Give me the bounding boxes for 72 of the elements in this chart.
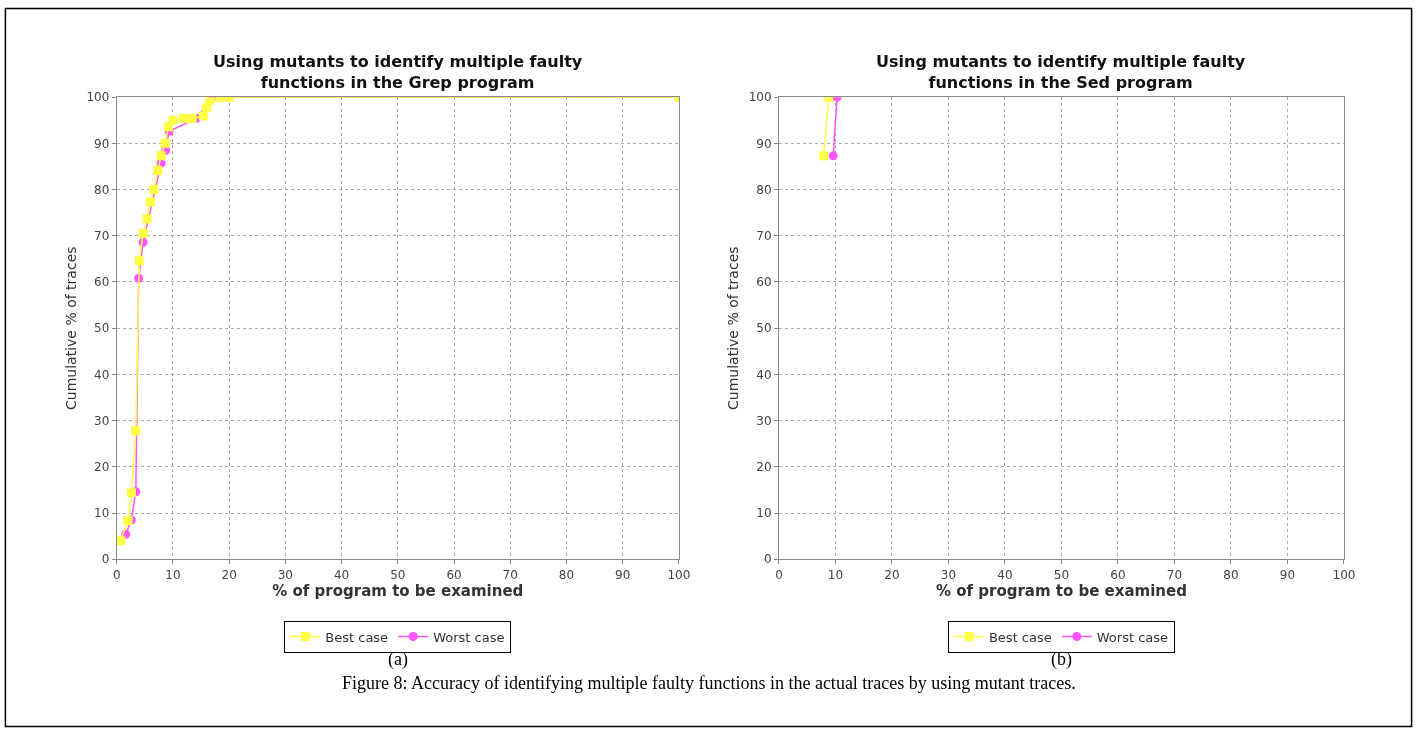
x-tick-label: 40 <box>997 567 1013 582</box>
point <box>126 488 136 498</box>
y-axis-title: Cumulative % of traces <box>63 246 80 410</box>
point <box>116 536 126 546</box>
x-tick-label: 70 <box>1166 567 1183 582</box>
x-tick-label: 0 <box>775 567 783 582</box>
y-tick-label: 70 <box>94 228 110 243</box>
point <box>156 151 166 161</box>
y-tick-label: 40 <box>756 367 772 382</box>
caption: Figure 8: Accuracy of identifying multiple faulty functions in the actual traces by using mutant traces. <box>342 673 1076 693</box>
text: (a) <box>388 649 408 670</box>
y-tick-label: 80 <box>94 182 110 197</box>
text: (b) <box>1051 649 1072 670</box>
point <box>153 166 163 176</box>
point <box>138 228 148 238</box>
x-tick-label: 40 <box>333 567 350 582</box>
y-tick-label: 50 <box>94 321 110 336</box>
point <box>134 256 144 266</box>
y-tick-label: 30 <box>756 413 772 428</box>
y-tick-label: 0 <box>101 552 110 567</box>
x-tick-label: 50 <box>390 567 406 582</box>
point <box>145 197 155 207</box>
x-tick-label: 80 <box>558 567 575 582</box>
x-tick-label: 10 <box>165 567 181 582</box>
point <box>187 113 197 123</box>
y-tick-label: 0 <box>763 552 772 567</box>
x-tick-label: 30 <box>277 567 294 582</box>
y-tick-label: 60 <box>756 275 772 290</box>
point <box>160 138 170 148</box>
y-tick-label: 90 <box>94 136 110 151</box>
x-tick-label: 50 <box>1053 567 1070 582</box>
point <box>149 185 159 195</box>
legend-label: Best case <box>325 629 389 645</box>
x-axis-title: % of program to be examined <box>272 581 524 600</box>
x-tick-label: 10 <box>827 567 844 582</box>
y-tick-label: 30 <box>94 413 110 428</box>
y-tick-label: 10 <box>756 506 772 521</box>
y-tick-label: 10 <box>94 506 110 521</box>
legend-label: Worst case <box>1096 629 1169 645</box>
point <box>179 113 189 123</box>
x-tick-label: 90 <box>1279 567 1296 582</box>
point <box>168 115 178 125</box>
point <box>131 426 141 436</box>
y-tick-label: 20 <box>756 460 772 475</box>
x-tick-label: 0 <box>112 567 121 582</box>
chart-title: Using mutants to identify multiple faulty functions in the Sed program <box>876 52 1246 92</box>
y-tick-label: 40 <box>94 367 110 382</box>
chart-title: Using mutants to identify multiple faulty functions in the Grep program <box>213 52 583 92</box>
x-axis-title: % of program to be examined <box>935 581 1187 600</box>
x-tick-label: 80 <box>1223 567 1239 582</box>
x-tick-label: 60 <box>1110 567 1126 582</box>
y-tick-label: 90 <box>756 136 772 151</box>
x-tick-label: 60 <box>446 567 462 582</box>
point <box>142 214 152 224</box>
y-axis-title: Cumulative % of traces <box>725 246 742 410</box>
x-tick-label: 100 <box>667 567 691 582</box>
x-tick-label: 100 <box>1332 567 1356 582</box>
x-tick-label: 20 <box>221 567 237 582</box>
y-tick-label: 60 <box>94 275 110 290</box>
point <box>198 111 208 121</box>
x-tick-label: 30 <box>940 567 957 582</box>
y-tick-label: 20 <box>94 460 110 475</box>
x-tick-label: 90 <box>615 567 631 582</box>
legend-label: Worst case <box>433 629 505 645</box>
y-tick-label: 50 <box>756 321 772 336</box>
legend-label: Best case <box>988 629 1052 645</box>
x-tick-label: 20 <box>884 567 900 582</box>
y-tick-label: 70 <box>756 228 772 243</box>
y-tick-label: 100 <box>86 90 110 105</box>
y-tick-label: 100 <box>748 90 772 105</box>
x-tick-label: 70 <box>502 567 518 582</box>
y-tick-label: 80 <box>756 182 772 197</box>
